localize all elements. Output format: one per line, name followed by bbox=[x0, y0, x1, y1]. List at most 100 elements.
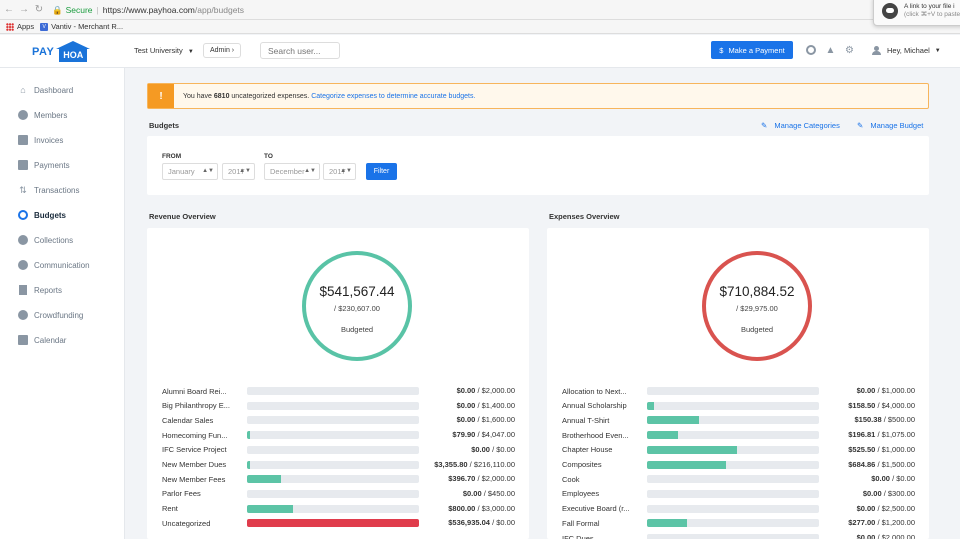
progress-track bbox=[647, 416, 819, 425]
budget-row: Brotherhood Even... $196.81 / $1,075.00 bbox=[562, 430, 915, 440]
budget-row-value: $0.00 / $300.00 bbox=[863, 489, 915, 498]
progress-fill bbox=[647, 460, 726, 469]
to-year-value: 2017 bbox=[329, 167, 346, 176]
budget-row-budget: / $1,400.00 bbox=[477, 400, 515, 410]
calendar-icon bbox=[18, 335, 28, 345]
from-month-select[interactable]: January ▲▼ bbox=[162, 163, 218, 180]
bookmark-apps[interactable]: Apps bbox=[6, 22, 34, 31]
progress-track bbox=[247, 519, 419, 528]
gear-icon[interactable]: ⚙ bbox=[845, 45, 854, 56]
progress-track bbox=[647, 445, 819, 454]
chevron-right-icon: › bbox=[231, 47, 235, 54]
sidebar-item-dashboard[interactable]: ⌂ Dashboard bbox=[18, 84, 73, 96]
progress-fill bbox=[647, 416, 699, 425]
budget-row-actual: $0.00 bbox=[456, 386, 476, 395]
app-header: PAY HOA Test University ▼ Admin › $ Make… bbox=[0, 35, 960, 68]
budget-row-value: $0.00 / $2,000.00 bbox=[857, 533, 915, 539]
budget-row: New Member Fees $396.70 / $2,000.00 bbox=[162, 474, 515, 484]
sidebar-item-reports[interactable]: Reports bbox=[18, 284, 62, 296]
sidebar-item-invoices[interactable]: Invoices bbox=[18, 134, 63, 146]
make-payment-label: Make a Payment bbox=[728, 45, 785, 55]
manage-categories-link[interactable]: ✎ Manage Categories bbox=[761, 121, 840, 130]
search-user-input[interactable] bbox=[260, 42, 340, 59]
budget-row: Composites $684.86 / $1,500.00 bbox=[562, 460, 915, 470]
to-month-select[interactable]: December ▲▼ bbox=[264, 163, 320, 180]
toast-line-1: A link to your file i bbox=[904, 3, 955, 10]
progress-track bbox=[247, 489, 419, 498]
budget-row-value: $396.70 / $2,000.00 bbox=[448, 474, 515, 483]
revenue-overview-card: $541,567.44 / $230,607.00 Budgeted Alumn… bbox=[147, 228, 529, 539]
progress-track bbox=[647, 489, 819, 498]
from-year-value: 2017 bbox=[228, 167, 245, 176]
reload-icon[interactable]: ↻ bbox=[34, 4, 44, 15]
sidebar-item-communication[interactable]: Communication bbox=[18, 259, 90, 271]
revenue-overview-title: Revenue Overview bbox=[149, 212, 216, 221]
help-icon[interactable] bbox=[806, 45, 816, 55]
progress-track bbox=[247, 431, 419, 440]
progress-track bbox=[647, 504, 819, 513]
budget-row-budget: / $500.00 bbox=[883, 415, 915, 425]
budget-row-value: $0.00 / $2,500.00 bbox=[857, 504, 915, 513]
budget-row: Fall Formal $277.00 / $1,200.00 bbox=[562, 518, 915, 528]
user-greeting: Hey, Michael bbox=[887, 46, 930, 55]
bell-icon[interactable]: ▲ bbox=[825, 45, 836, 56]
role-label: Admin bbox=[210, 47, 230, 54]
sidebar-item-transactions[interactable]: ⇅ Transactions bbox=[18, 184, 79, 196]
budget-row-budget: / $1,600.00 bbox=[477, 415, 515, 425]
address-bar[interactable]: 🔒 Secure | https://www.payhoa.com/app/bu… bbox=[52, 3, 244, 17]
sidebar-item-payments[interactable]: Payments bbox=[18, 159, 70, 171]
sidebar-item-label: Dashboard bbox=[34, 85, 74, 95]
sidebar-item-members[interactable]: Members bbox=[18, 109, 67, 121]
budget-row-actual: $196.81 bbox=[848, 430, 876, 440]
forward-icon[interactable]: → bbox=[19, 4, 29, 15]
clipboard-toast[interactable]: A link to your file i (click ⌘+V to past… bbox=[873, 0, 960, 26]
progress-track bbox=[247, 387, 419, 395]
expenses-total-ring: $710,884.52 / $29,975.00 Budgeted bbox=[702, 251, 812, 361]
budget-row-name: Chapter House bbox=[562, 445, 613, 455]
bookmark-label: Vantiv - Merchant R... bbox=[51, 22, 124, 31]
budget-row-value: $525.50 / $1,000.00 bbox=[848, 445, 915, 454]
budget-row-name: IFC Dues bbox=[562, 533, 594, 539]
logo-house-icon: HOA bbox=[56, 41, 91, 63]
categorize-expenses-link[interactable]: Categorize expenses to determine accurat… bbox=[311, 92, 476, 100]
budget-row-name: Calendar Sales bbox=[162, 415, 214, 425]
sidebar-item-calendar[interactable]: Calendar bbox=[18, 334, 66, 346]
budget-row-actual: $0.00 bbox=[456, 400, 476, 410]
budget-row-value: $0.00 / $1,600.00 bbox=[457, 415, 515, 424]
invoice-icon bbox=[18, 135, 28, 145]
progress-fill bbox=[247, 475, 282, 484]
budgets-title: Budgets bbox=[149, 121, 179, 130]
budget-row-actual: $525.50 bbox=[848, 444, 876, 454]
logo-hoa-text: HOA bbox=[59, 49, 88, 62]
make-payment-button[interactable]: $ Make a Payment bbox=[711, 41, 793, 59]
sidebar-item-crowdfunding[interactable]: Crowdfunding bbox=[18, 309, 83, 321]
bookmark-vantiv[interactable]: V Vantiv - Merchant R... bbox=[40, 22, 123, 31]
to-year-select[interactable]: 2017 ▲▼ bbox=[323, 163, 356, 180]
user-menu[interactable]: Hey, Michael ▼ bbox=[872, 46, 941, 55]
from-year-select[interactable]: 2017 ▲▼ bbox=[222, 163, 255, 180]
budget-row-actual: $150.38 bbox=[854, 415, 882, 425]
budget-row-budget: / $2,000.00 bbox=[477, 474, 515, 484]
organization-select[interactable]: Test University ▼ bbox=[134, 46, 194, 55]
sidebar-item-budgets[interactable]: Budgets bbox=[18, 209, 66, 221]
expenses-budgeted-label: Budgeted bbox=[740, 325, 774, 334]
expenses-budgeted-total: / $29,975.00 bbox=[736, 304, 778, 313]
home-icon: ⌂ bbox=[20, 85, 26, 95]
payhoa-logo[interactable]: PAY HOA bbox=[32, 41, 91, 63]
back-icon[interactable]: ← bbox=[4, 4, 14, 15]
budget-row-name: Executive Board (r... bbox=[562, 504, 630, 514]
sidebar: ⌂ Dashboard Members Invoices Payments ⇅ … bbox=[0, 68, 125, 539]
expenses-overview-title: Expenses Overview bbox=[549, 212, 620, 221]
manage-budget-link[interactable]: ✎ Manage Budget bbox=[857, 121, 923, 130]
progress-track bbox=[647, 475, 819, 484]
budget-row: Homecoming Fun... $79.90 / $4,047.00 bbox=[162, 430, 515, 440]
role-button[interactable]: Admin › bbox=[203, 43, 242, 58]
sidebar-item-collections[interactable]: Collections bbox=[18, 234, 73, 246]
budget-row-budget: / $4,000.00 bbox=[877, 400, 915, 410]
filter-button[interactable]: Filter bbox=[366, 163, 397, 180]
sidebar-item-label: Collections bbox=[34, 235, 74, 245]
budget-row-value: $158.50 / $4,000.00 bbox=[848, 401, 915, 410]
progress-fill bbox=[647, 519, 687, 528]
budget-row-name: Composites bbox=[562, 460, 602, 469]
select-arrows-icon: ▲▼ bbox=[202, 168, 214, 174]
